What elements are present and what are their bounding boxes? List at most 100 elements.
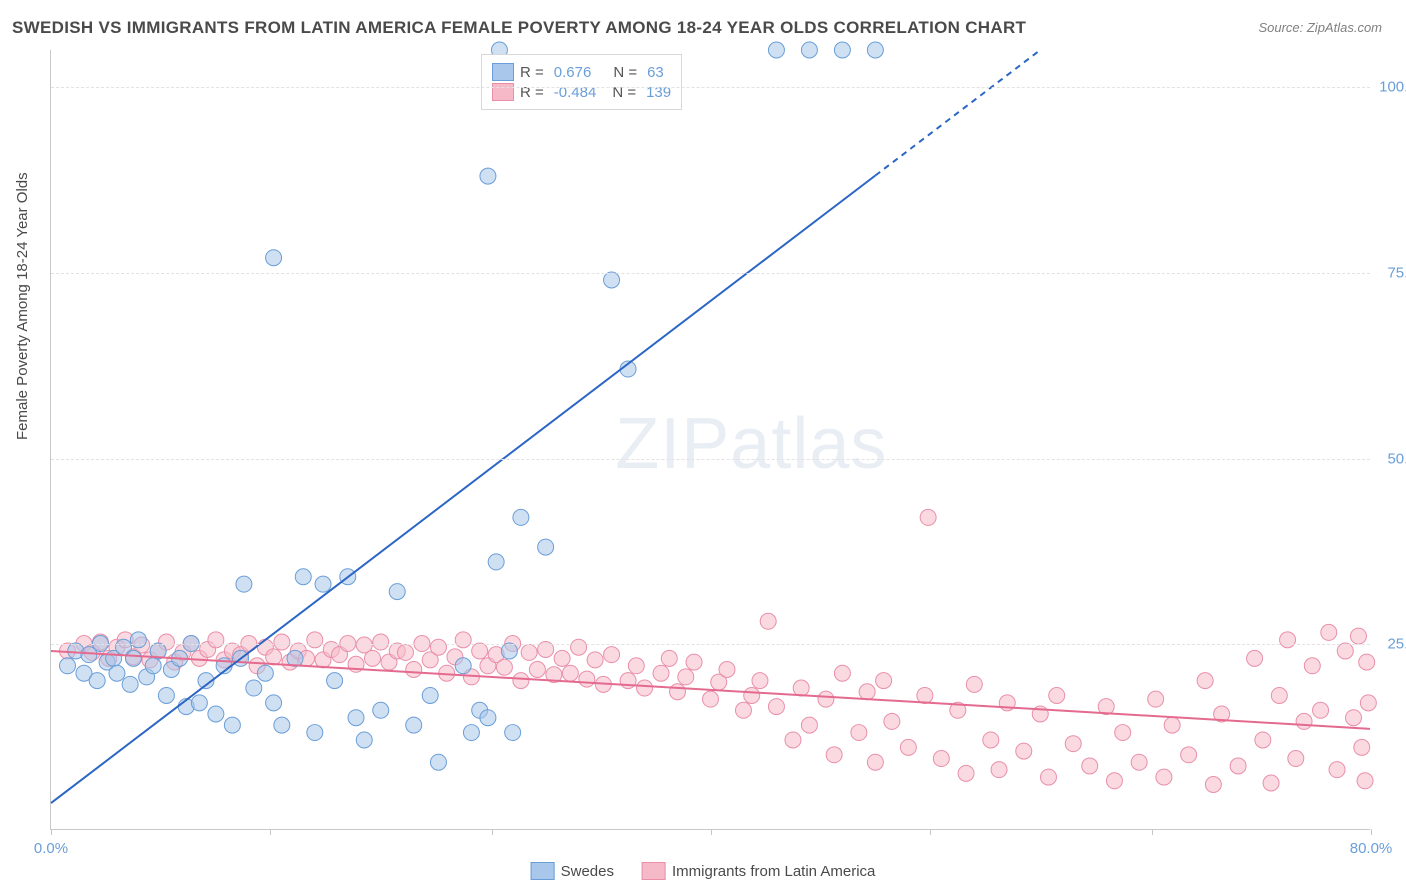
data-point (109, 665, 125, 681)
legend-label-immigrants: Immigrants from Latin America (672, 863, 875, 880)
data-point (1156, 769, 1172, 785)
data-point (562, 665, 578, 681)
data-point (983, 732, 999, 748)
data-point (1065, 736, 1081, 752)
data-point (1263, 775, 1279, 791)
data-point (274, 634, 290, 650)
data-point (158, 687, 174, 703)
data-point (505, 725, 521, 741)
data-point (125, 650, 141, 666)
data-point (348, 710, 364, 726)
data-point (1082, 758, 1098, 774)
data-point (496, 659, 512, 675)
data-point (521, 644, 537, 660)
x-tick (270, 829, 271, 835)
data-point (1247, 650, 1263, 666)
n-label: N = (612, 84, 636, 101)
data-point (1360, 695, 1376, 711)
data-point (538, 539, 554, 555)
data-point (958, 765, 974, 781)
x-tick-label: 0.0% (34, 840, 68, 857)
data-point (793, 680, 809, 696)
y-axis-label: Female Poverty Among 18-24 Year Olds (14, 172, 31, 440)
data-point (266, 695, 282, 711)
data-point (356, 732, 372, 748)
x-tick (492, 829, 493, 835)
data-point (752, 673, 768, 689)
data-point (266, 250, 282, 266)
data-point (826, 747, 842, 763)
trend-line-dashed (875, 50, 1040, 176)
data-point (389, 584, 405, 600)
data-point (834, 665, 850, 681)
stats-row-immigrants: R = -0.484 N = 139 (492, 83, 671, 101)
gridline (51, 273, 1370, 274)
data-point (397, 644, 413, 660)
data-point (529, 662, 545, 678)
source-attribution: Source: ZipAtlas.com (1258, 20, 1382, 35)
data-point (1280, 632, 1296, 648)
data-point (373, 634, 389, 650)
gridline (51, 459, 1370, 460)
swatch-immigrants (492, 83, 514, 101)
data-point (801, 717, 817, 733)
data-point (760, 613, 776, 629)
data-point (373, 702, 389, 718)
legend-item-immigrants: Immigrants from Latin America (642, 862, 875, 880)
data-point (1350, 628, 1366, 644)
data-point (365, 650, 381, 666)
data-point (236, 576, 252, 592)
gridline (51, 644, 1370, 645)
data-point (900, 739, 916, 755)
data-point (122, 676, 138, 692)
data-point (768, 699, 784, 715)
data-point (1106, 773, 1122, 789)
data-point (966, 676, 982, 692)
r-label: R = (520, 64, 544, 81)
data-point (406, 717, 422, 733)
data-point (274, 717, 290, 733)
data-point (859, 684, 875, 700)
data-point (287, 650, 303, 666)
data-point (472, 643, 488, 659)
data-point (920, 509, 936, 525)
x-tick (1371, 829, 1372, 835)
r-label: R = (520, 84, 544, 101)
x-tick (51, 829, 52, 835)
data-point (1148, 691, 1164, 707)
n-value-immigrants: 139 (646, 84, 671, 101)
data-point (406, 662, 422, 678)
n-value-swedes: 63 (647, 64, 664, 81)
data-point (571, 639, 587, 655)
data-point (1049, 687, 1065, 703)
data-point (884, 713, 900, 729)
n-label: N = (613, 64, 637, 81)
data-point (130, 632, 146, 648)
data-point (1271, 687, 1287, 703)
data-point (1164, 717, 1180, 733)
data-point (315, 576, 331, 592)
plot-svg (51, 50, 1370, 829)
y-tick-label: 75.0% (1387, 264, 1406, 281)
data-point (628, 658, 644, 674)
data-point (430, 639, 446, 655)
data-point (719, 662, 735, 678)
data-point (604, 647, 620, 663)
data-point (1115, 725, 1131, 741)
plot-area: ZIPatlas R = 0.676 N = 63 R = -0.484 N =… (50, 50, 1370, 830)
data-point (327, 673, 343, 689)
data-point (1197, 673, 1213, 689)
data-point (430, 754, 446, 770)
data-point (991, 762, 1007, 778)
data-point (246, 680, 262, 696)
data-point (1313, 702, 1329, 718)
data-point (735, 702, 751, 718)
r-value-swedes: 0.676 (554, 64, 592, 81)
data-point (307, 632, 323, 648)
data-point (917, 687, 933, 703)
data-point (1181, 747, 1197, 763)
data-point (785, 732, 801, 748)
data-point (513, 673, 529, 689)
data-point (89, 673, 105, 689)
data-point (1040, 769, 1056, 785)
